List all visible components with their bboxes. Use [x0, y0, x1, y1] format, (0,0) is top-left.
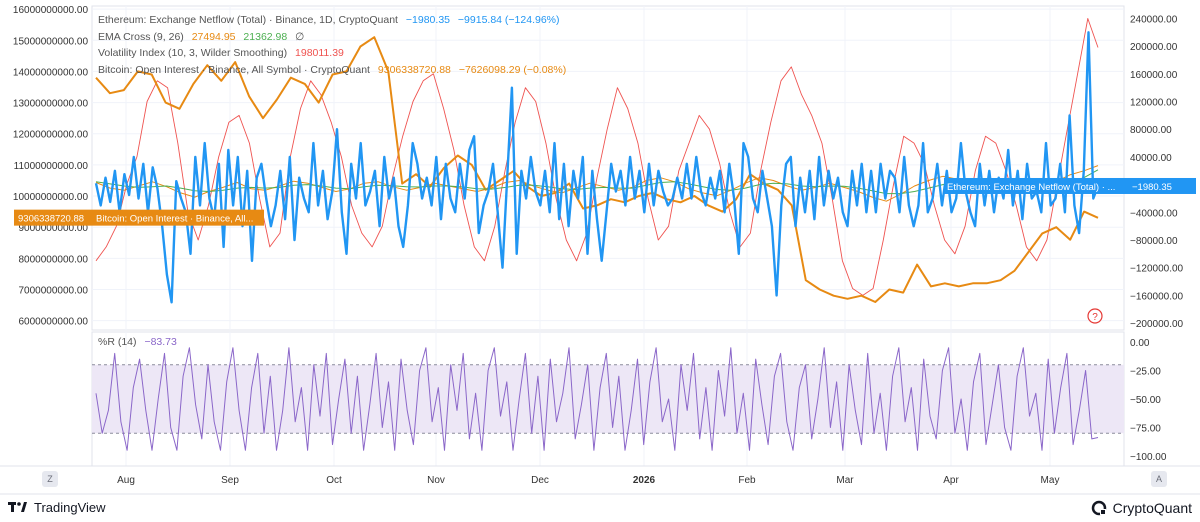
- oscillator-tick-label: −25.00: [1130, 367, 1161, 378]
- oscillator-tick-label: −50.00: [1130, 395, 1161, 406]
- left-tick-label: 16000000000.00: [13, 5, 89, 16]
- main-pane: [91, 5, 1125, 331]
- oi-value-tag: [14, 209, 92, 226]
- time-tick-label: Oct: [326, 475, 342, 486]
- time-axis[interactable]: Aug Sep Oct Nov Dec 2026 Feb Mar Apr May: [0, 465, 1200, 495]
- help-icon[interactable]: ?: [1087, 308, 1103, 324]
- legend-oi-label: Bitcoin: Open Interest · Binance, All Sy…: [98, 63, 370, 76]
- time-tick-label: Mar: [836, 475, 854, 486]
- time-tick-label: Dec: [531, 475, 549, 486]
- legend-netflow-change: −9915.84 (−124.96%): [457, 14, 560, 26]
- legend-ema-fast-value: 27494.95: [191, 30, 236, 43]
- cryptoquant-brand: CryptoQuant: [1112, 500, 1192, 516]
- legend-ema-na: ∅: [295, 30, 305, 43]
- oscillator-axis[interactable]: 0.00 −25.00 −50.00 −75.00 −100.00: [1130, 338, 1167, 463]
- right-tick-label: −120000.00: [1130, 264, 1184, 275]
- oscillator-tick-label: −75.00: [1130, 424, 1161, 435]
- left-tick-label: 6000000000.00: [18, 317, 88, 328]
- main-pane-grid: [91, 5, 1125, 331]
- time-tick-label: Nov: [427, 475, 445, 486]
- right-price-axis[interactable]: 240000.00 200000.00 160000.00 120000.00 8000…: [1130, 14, 1184, 330]
- tradingview-logo[interactable]: TradingView: [8, 500, 106, 515]
- left-tick-label: 11000000000.00: [14, 161, 89, 172]
- time-tick-label: May: [1041, 475, 1060, 486]
- netflow-line: [94, 31, 1100, 304]
- oi-label-tag: [92, 209, 264, 226]
- oscillator-tick-label: −100.00: [1130, 452, 1167, 463]
- legend-open-interest[interactable]: Bitcoin: Open Interest · Binance, All Sy…: [98, 62, 566, 79]
- netflow-label-tag: [944, 177, 1128, 194]
- netflow-value-tag-text: −1980.35: [1132, 182, 1172, 193]
- ema-slow-line: [95, 169, 1099, 195]
- oscillator-label: %R (14): [98, 336, 137, 348]
- price-tags: 9306338720.88 Bitcoin: Open Interest · Bi…: [14, 177, 1196, 226]
- legend-ema-label: EMA Cross (9, 26): [98, 30, 184, 43]
- cryptoquant-logo[interactable]: CryptoQuant: [1091, 500, 1192, 516]
- cryptoquant-icon: [1091, 500, 1106, 516]
- legend-volatility-value: 198011.39: [295, 47, 344, 59]
- left-tick-label: 10000000000.00: [13, 192, 89, 203]
- left-tick-label: 8000000000.00: [18, 254, 88, 265]
- oscillator-value: −83.73: [144, 336, 177, 348]
- right-tick-label: 80000.00: [1130, 125, 1172, 136]
- legend-ema-slow-value: 21362.98: [243, 30, 288, 43]
- legend-netflow-label: Ethereum: Exchange Netflow (Total) · Bin…: [98, 14, 398, 26]
- legend-netflow[interactable]: Ethereum: Exchange Netflow (Total) · Bin…: [98, 12, 566, 29]
- time-tick-label: Sep: [221, 475, 239, 486]
- help-icon-glyph: ?: [1092, 312, 1098, 323]
- legend-oi-change: −7626098.29 (−0.08%): [458, 63, 567, 76]
- left-tick-label: 9000000000.00: [18, 223, 88, 234]
- legend-netflow-value: −1980.35: [405, 14, 450, 26]
- footer: TradingView CryptoQuant: [0, 496, 1200, 522]
- tradingview-brand: TradingView: [34, 500, 106, 515]
- auto-scale-button[interactable]: A: [1151, 471, 1167, 487]
- right-tick-label: 200000.00: [1130, 42, 1178, 53]
- left-tick-label: 13000000000.00: [13, 99, 89, 110]
- left-tick-label: 7000000000.00: [18, 286, 88, 297]
- oscillator-legend[interactable]: %R (14) −83.73: [98, 336, 177, 348]
- netflow-value-tag: [1128, 177, 1196, 194]
- right-tick-label: 120000.00: [1130, 98, 1178, 109]
- left-tick-label: 14000000000.00: [13, 67, 89, 78]
- legend-ema[interactable]: EMA Cross (9, 26) 27494.95 21362.98 ∅: [98, 29, 566, 46]
- right-tick-label: 160000.00: [1130, 70, 1178, 81]
- right-tick-label: −40000.00: [1130, 208, 1178, 219]
- left-tick-label: 12000000000.00: [13, 130, 89, 141]
- right-tick-label: −200000.00: [1130, 319, 1184, 330]
- right-tick-label: −160000.00: [1130, 291, 1184, 302]
- main-legend: Ethereum: Exchange Netflow (Total) · Bin…: [98, 12, 566, 78]
- legend-oi-value: 9306338720.88: [377, 63, 451, 76]
- right-tick-label: 40000.00: [1130, 153, 1172, 164]
- time-tick-label: 2026: [633, 475, 656, 486]
- williams-r-line: [95, 347, 1099, 451]
- oscillator-tick-label: 0.00: [1130, 338, 1150, 349]
- zoom-button[interactable]: Z: [42, 471, 58, 487]
- right-tick-label: 240000.00: [1130, 14, 1178, 25]
- oi-label-tag-text: Bitcoin: Open Interest · Binance, All...: [96, 214, 253, 225]
- time-tick-label: Apr: [943, 475, 959, 486]
- legend-volatility-label: Volatility Index (10, 3, Wilder Smoothin…: [98, 47, 288, 59]
- help-icon-circle: [1087, 308, 1103, 324]
- time-tick-label: Feb: [738, 475, 756, 486]
- netflow-label-tag-text: Ethereum: Exchange Netflow (Total) · ...: [947, 182, 1115, 193]
- open-interest-line: [95, 36, 1099, 303]
- left-tick-label: 15000000000.00: [13, 36, 89, 47]
- series-layer[interactable]: [94, 18, 1100, 451]
- right-tick-label: −80000.00: [1130, 236, 1178, 247]
- tradingview-icon: [8, 501, 27, 512]
- oi-value-tag-text: 9306338720.88: [18, 214, 84, 225]
- left-price-axis[interactable]: 16000000000.00 15000000000.00 14000000000.…: [13, 5, 89, 328]
- time-tick-label: Aug: [117, 475, 135, 486]
- ema-fast-line: [95, 165, 1099, 202]
- legend-volatility[interactable]: Volatility Index (10, 3, Wilder Smoothin…: [98, 45, 566, 62]
